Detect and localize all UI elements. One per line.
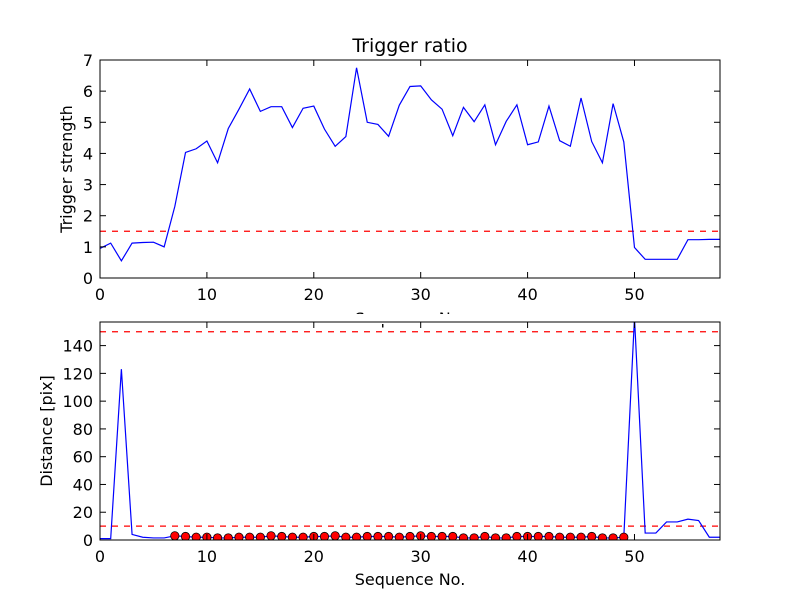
distance-marker-point [394, 532, 404, 540]
distance-marker-point [405, 531, 415, 540]
distance-x-tick-label: 40 [517, 547, 537, 566]
trigger-ratio-y-tick-label: 0 [83, 269, 93, 288]
distance-marker-point [565, 532, 575, 540]
distance-marker-point [180, 531, 191, 540]
trigger-ratio-y-tick-label: 2 [83, 207, 93, 226]
trigger-ratio-axes-frame [99, 59, 721, 279]
distance-x-tick-label: 0 [95, 547, 105, 566]
trigger-ratio-x-tick-label: 50 [624, 285, 644, 304]
distance-marker-point [330, 531, 340, 540]
distance-marker-point [480, 531, 490, 540]
distance-x-tick-label: 30 [411, 547, 431, 566]
distance-marker-point [277, 531, 287, 540]
distance-marker-point [469, 533, 479, 540]
distance-y-tick-label: 40 [73, 475, 93, 494]
trigger-ratio-x-tick-label: 20 [304, 285, 324, 304]
distance-axes-frame [99, 321, 721, 541]
distance-plot-area [100, 322, 720, 540]
trigger-ratio-y-tick-label: 6 [83, 82, 93, 101]
distance-marker-point [555, 532, 565, 540]
trigger-ratio-y-axis-label: Trigger strength [57, 105, 76, 234]
distance-marker-point [234, 532, 244, 540]
distance-marker-point [490, 533, 501, 540]
trigger-ratio-title: Trigger ratio [351, 35, 467, 57]
distance-marker-point [223, 533, 233, 540]
distance-x-tick-label: 10 [197, 547, 217, 566]
distance-marker-point [512, 531, 522, 540]
trigger-ratio-x-tick-label: 40 [517, 285, 537, 304]
distance-y-tick-label: 140 [62, 337, 93, 356]
distance-x-axis-label: Sequence No. [355, 570, 466, 589]
trigger-ratio-x-tick-label: 0 [95, 285, 105, 304]
distance-x-tick-label: 50 [624, 547, 644, 566]
trigger-ratio-y-tick-label: 7 [83, 51, 93, 70]
distance-y-tick-label: 20 [73, 503, 93, 522]
distance-marker-point [341, 532, 351, 540]
distance-marker-point [319, 531, 330, 540]
distance-marker-point [437, 531, 447, 540]
distance-marker-point [266, 531, 276, 540]
distance-marker-point [373, 531, 383, 540]
distance-marker-point [501, 533, 511, 540]
trigger-ratio-x-tick-label: 30 [411, 285, 431, 304]
distance-marker-point [170, 531, 180, 540]
trigger-ratio-y-tick-label: 3 [83, 176, 93, 195]
distance-marker-point [255, 532, 265, 540]
distance-x-tick-label: 20 [304, 547, 324, 566]
distance-ticks: 0 10 20 30 40 50 0 20 40 60 80 100 120 140 [62, 322, 720, 566]
distance-marker-point [619, 532, 629, 540]
trigger-ratio-y-tick-label: 4 [83, 144, 93, 163]
trigger-ratio-ticks: 0 10 20 30 40 50 0 1 2 3 4 5 6 7 [83, 51, 720, 304]
distance-marker-point [298, 532, 308, 540]
trigger-ratio-y-tick-label: 1 [83, 238, 93, 257]
trigger-ratio-x-tick-label: 10 [197, 285, 217, 304]
trigger-ratio-series-line-0 [100, 67, 720, 263]
trigger-ratio-plot-area [100, 67, 720, 263]
trigger-ratio-y-tick-label: 5 [83, 113, 93, 132]
distance-marker-point [448, 531, 458, 540]
distance-marker-point [544, 531, 554, 540]
distance-y-tick-label: 120 [62, 364, 93, 383]
distance-marker-point [608, 533, 618, 540]
distance-marker-point [362, 531, 372, 540]
distance-marker-point [212, 533, 223, 540]
distance-marker-point [351, 532, 362, 540]
distance-marker-point [576, 532, 586, 540]
distance-marker-point [533, 531, 543, 540]
distance-marker-point [287, 532, 298, 540]
distance-panel: 0 10 20 30 40 50 0 20 40 60 80 100 120 140 Sequence N… [37, 314, 721, 589]
distance-marker-point [384, 531, 394, 540]
distance-y-axis-label: Distance [pix] [37, 375, 56, 487]
distance-y-tick-label: 100 [62, 392, 93, 411]
distance-y-tick-label: 60 [73, 448, 93, 467]
distance-y-tick-label: 80 [73, 420, 93, 439]
distance-y-tick-label: 0 [83, 531, 93, 550]
distance-marker-point [245, 532, 255, 540]
distance-marker-point [587, 531, 597, 540]
distance-marker-point [191, 532, 201, 540]
distance-marker-point [426, 531, 436, 540]
distance-marker-point [458, 533, 469, 540]
distance-panel-background-top [100, 314, 720, 324]
distance-marker-point [597, 533, 608, 540]
